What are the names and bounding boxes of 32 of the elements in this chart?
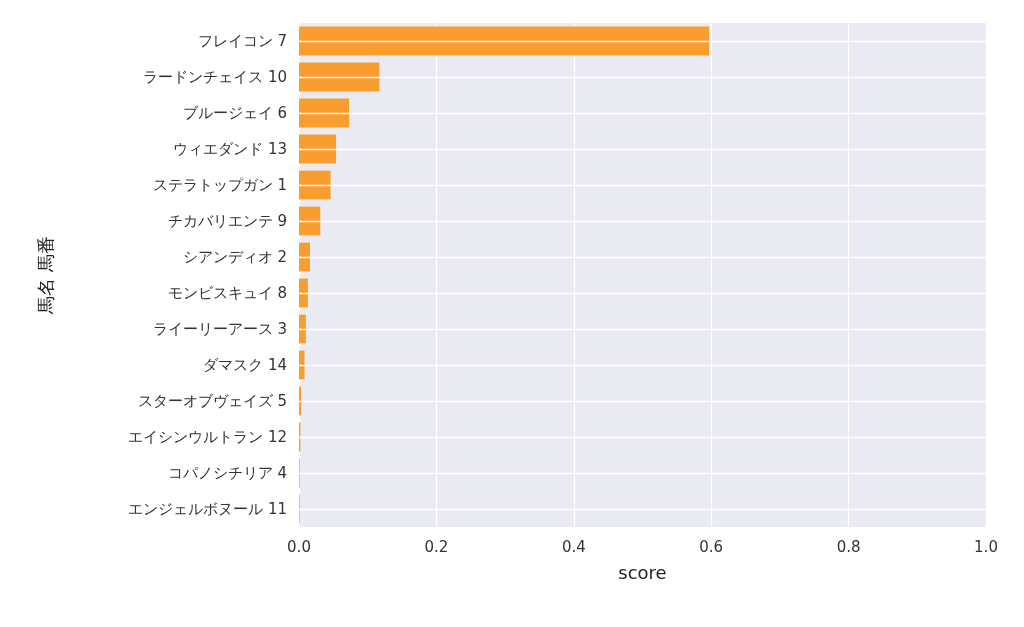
y-axis-title: 馬名 馬番 — [34, 236, 56, 315]
y-tick-label: ステラトップガン 1 — [152, 176, 287, 194]
y-tick-label: フレイコン 7 — [197, 32, 287, 50]
bar — [299, 242, 310, 272]
bar — [299, 314, 306, 344]
x-tick-label: 0.8 — [836, 537, 861, 556]
bar — [299, 386, 302, 416]
y-tick-label: チカバリエンテ 9 — [167, 212, 287, 230]
x-tick-label: 0.4 — [561, 537, 586, 556]
x-tick-label: 1.0 — [974, 537, 998, 556]
y-tick-label: エイシンウルトラン 12 — [128, 428, 287, 446]
bar — [299, 134, 337, 164]
y-tick-label: スターオブヴェイズ 5 — [137, 392, 287, 410]
y-tick-label: ウィエダンド 13 — [173, 140, 287, 158]
y-tick-label: モンビスキュイ 8 — [167, 284, 287, 302]
bar — [299, 98, 350, 128]
x-tick-label: 0.2 — [424, 537, 449, 556]
y-tick-label: エンジェルボヌール 11 — [128, 500, 287, 518]
y-tick-label: ラードンチェイス 10 — [143, 68, 287, 86]
x-axis-title: score — [618, 561, 667, 583]
y-tick-label: ライーリーアース 3 — [152, 320, 287, 338]
bar — [299, 26, 710, 56]
bar — [299, 170, 331, 200]
x-tick-label: 0.0 — [287, 537, 311, 556]
y-tick-label: ダマスク 14 — [203, 356, 287, 374]
bar — [299, 206, 321, 236]
bar — [299, 62, 380, 92]
x-tick-label: 0.6 — [699, 537, 724, 556]
y-tick-label: コパノシチリア 4 — [167, 464, 287, 482]
bar — [299, 278, 308, 308]
y-tick-label: ブルージェイ 6 — [182, 104, 287, 122]
y-tick-label: シアンディオ 2 — [182, 248, 287, 266]
